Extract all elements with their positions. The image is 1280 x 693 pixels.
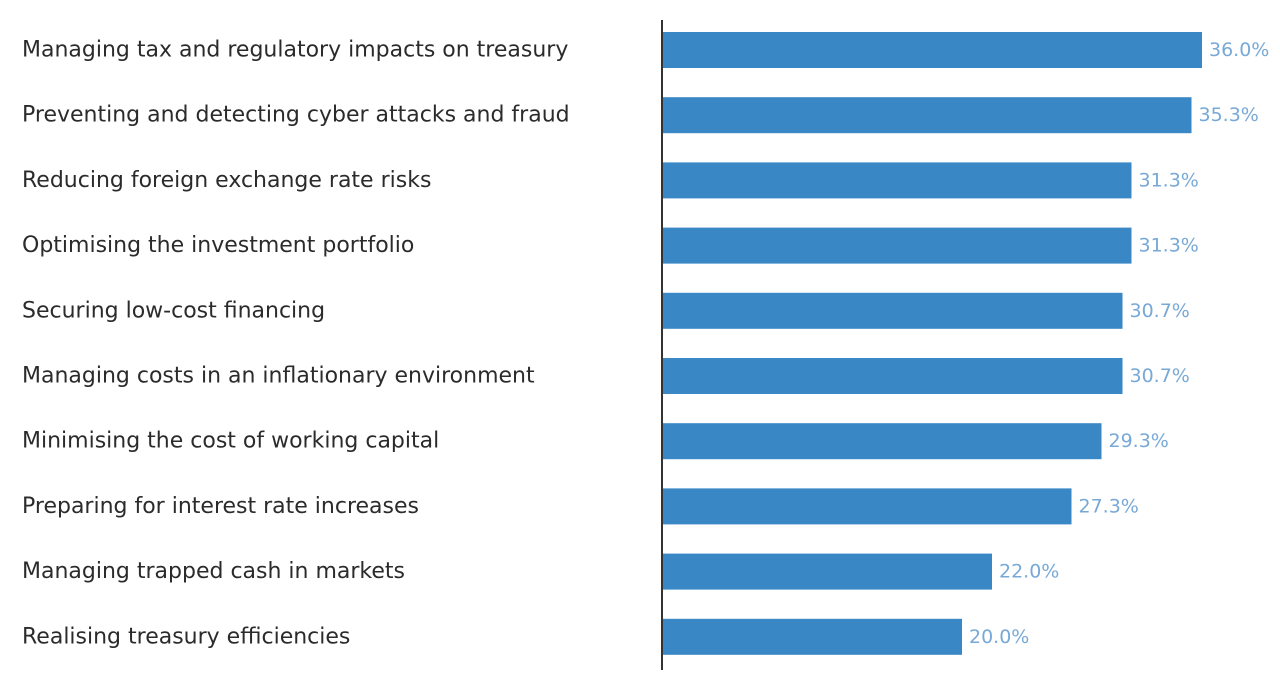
- value-labels: 36.0% 35.3% 31.3% 31.3% 30.7% 30.7% 29.3% 27.3%…: [969, 39, 1269, 648]
- value-label: 20.0%: [969, 626, 1029, 648]
- category-label: Preventing and detecting cyber attacks a…: [22, 103, 570, 128]
- value-label: 29.3%: [1109, 430, 1169, 452]
- value-label: 31.3%: [1139, 169, 1199, 191]
- bar: [662, 488, 1072, 525]
- bar: [662, 32, 1202, 68]
- value-label: 31.3%: [1139, 235, 1199, 257]
- category-label: Optimising the investment portfolio: [22, 233, 414, 258]
- category-label: Managing costs in an inflationary enviro…: [22, 364, 535, 389]
- category-label: Minimising the cost of working capital: [22, 429, 439, 454]
- value-label: 22.0%: [999, 561, 1059, 583]
- category-label: Securing low-cost financing: [22, 298, 325, 323]
- value-label: 36.0%: [1209, 39, 1269, 61]
- bar: [662, 97, 1192, 134]
- bar: [662, 553, 992, 590]
- bar: [662, 227, 1132, 264]
- category-label: Reducing foreign exchange rate risks: [22, 168, 431, 193]
- bar: [662, 292, 1123, 329]
- bar: [662, 358, 1123, 394]
- value-label: 35.3%: [1199, 104, 1259, 126]
- category-label: Preparing for interest rate increases: [22, 494, 419, 519]
- bar: [662, 423, 1102, 460]
- value-label: 27.3%: [1079, 495, 1139, 517]
- value-label: 30.7%: [1130, 365, 1190, 387]
- value-label: 30.7%: [1130, 300, 1190, 322]
- bar: [662, 618, 962, 655]
- category-labels: Managing tax and regulatory impacts on t…: [22, 38, 570, 650]
- category-label: Managing trapped cash in markets: [22, 559, 405, 584]
- bars: [662, 32, 1202, 655]
- category-label: Realising treasury efficiencies: [22, 624, 350, 649]
- category-label: Managing tax and regulatory impacts on t…: [22, 38, 568, 63]
- bar: [662, 162, 1132, 199]
